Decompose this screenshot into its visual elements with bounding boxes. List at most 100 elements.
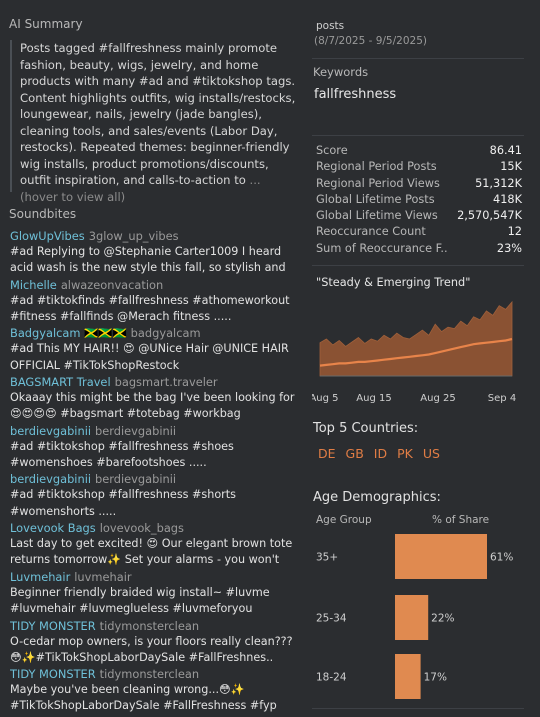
soundbite-text: #ad #tiktokshop #fallfreshness #shoes #w…: [10, 439, 234, 470]
metric-value: 23%: [496, 241, 522, 255]
soundbite-author-name[interactable]: berdievgabinii: [10, 472, 92, 487]
soundbite-author-handle: badgyalcam: [130, 326, 201, 341]
soundbite-text: O-cedar mop owners, is your floors reall…: [10, 634, 293, 664]
soundbite-author-name[interactable]: Michelle: [10, 277, 57, 292]
age-demographics-title: Age Demographics:: [313, 490, 441, 505]
country-code[interactable]: US: [422, 446, 440, 461]
trend-chart[interactable]: Aug 5 Aug 15 Aug 25 Sep 4: [312, 292, 524, 410]
soundbite-item[interactable]: berdievgabinii berdievgabinii #ad #tiktoks…: [10, 471, 302, 520]
metric-label: Regional Period Posts: [316, 160, 437, 174]
soundbites-list: GlowUpVibes 3glow_up_vibes #ad Replying to…: [10, 228, 302, 715]
soundbite-header: Michelle alwazeonvacation: [10, 277, 302, 293]
soundbite-text: Beginner friendly braided wig install~ #…: [10, 585, 270, 616]
age-share-header: % of Share: [432, 514, 490, 526]
posts-date-range: (8/7/2025 - 9/5/2025): [314, 35, 427, 47]
soundbite-author-name[interactable]: GlowUpVibes: [10, 229, 85, 243]
soundbites-title: Soundbites: [9, 207, 77, 221]
soundbite-author-handle: luvmehair: [74, 569, 132, 584]
metric-row: Global Lifetime Views 2,570,547K: [316, 208, 522, 224]
country-code[interactable]: PK: [397, 446, 413, 461]
metric-row: Reoccurance Count 12: [316, 224, 522, 240]
age-share-value: 22%: [431, 613, 454, 625]
metric-value: 86.41: [489, 144, 522, 157]
trend-x-tick-label: Aug 5: [312, 393, 339, 404]
soundbite-item[interactable]: Michelle alwazeonvacation #ad #tiktokfinds…: [10, 277, 302, 326]
ai-summary-more[interactable]: ... (hover to view all): [20, 173, 261, 204]
trend-x-tick-label: Aug 15: [356, 393, 391, 404]
soundbite-author-handle: berdievgabinii: [95, 423, 177, 438]
soundbite-item[interactable]: Badgyalcam 🇯🇲🇯🇲🇯🇲 badgyalcam #ad This MY H…: [10, 325, 302, 374]
soundbite-author-name[interactable]: berdievgabinii: [10, 423, 92, 438]
soundbite-item[interactable]: berdievgabinii berdievgabinii #ad #tiktoks…: [10, 423, 302, 472]
country-code[interactable]: ID: [373, 446, 388, 461]
metric-label: Sum of Reoccurance F..: [316, 241, 448, 255]
right-panel: posts (8/7/2025 - 9/5/2025) Keywords fal…: [312, 0, 540, 717]
soundbite-item[interactable]: Lovevook Bags lovevook_bags Last day to ge…: [10, 520, 302, 569]
soundbite-text: Okaaay this might be the bag I've been l…: [10, 391, 295, 421]
soundbite-header: BAGSMART Travel bagsmart.traveler: [10, 374, 302, 390]
country-code[interactable]: DE: [318, 446, 336, 461]
trend-line: [319, 337, 513, 367]
metric-row: Score 86.41: [316, 143, 522, 159]
trend-area: [319, 300, 513, 377]
age-share-value: 17%: [424, 672, 447, 684]
trend-x-tick-label: Aug 25: [420, 393, 455, 404]
divider: [312, 135, 524, 136]
soundbite-author-name[interactable]: Luvmehair: [10, 569, 71, 584]
ai-summary-box[interactable]: Posts tagged #fallfreshness mainly promo…: [10, 40, 300, 204]
soundbite-text: #ad #tiktokshop #fallfreshness #shorts #…: [10, 488, 236, 518]
soundbite-author-name[interactable]: BAGSMART Travel: [10, 375, 111, 390]
soundbite-author-handle: tidymonsterclean: [99, 618, 200, 633]
soundbite-text: #ad Replying to @Stephanie Carter1009 I …: [10, 245, 286, 275]
soundbite-header: GlowUpVibes 3glow_up_vibes: [10, 228, 302, 244]
metric-label: Global Lifetime Posts: [316, 192, 435, 206]
metric-value: 12: [507, 225, 522, 239]
divider: [312, 708, 524, 709]
soundbite-header: Lovevook Bags lovevook_bags: [10, 520, 302, 536]
soundbite-author-name[interactable]: Badgyalcam 🇯🇲🇯🇲🇯🇲: [10, 326, 127, 341]
countries-title: Top 5 Countries:: [313, 421, 419, 436]
trend-title: "Steady & Emerging Trend": [316, 276, 471, 289]
metric-row: Sum of Reoccurance F.. 23%: [316, 241, 522, 257]
soundbite-item[interactable]: TIDY MONSTER tidymonsterclean Maybe you've…: [10, 666, 302, 715]
soundbite-header: TIDY MONSTER tidymonsterclean: [10, 618, 302, 634]
keyword-value: fallfreshness: [314, 87, 397, 102]
soundbite-author-handle: lovevook_bags: [99, 521, 184, 536]
metrics-table: Score 86.41 Regional Period Posts 15K Region…: [316, 143, 522, 257]
soundbite-item[interactable]: GlowUpVibes 3glow_up_vibes #ad Replying to…: [10, 228, 302, 277]
age-group-label: 35+: [316, 552, 338, 564]
country-code[interactable]: GB: [345, 446, 364, 461]
divider: [312, 58, 524, 59]
metric-label: Global Lifetime Views: [316, 209, 438, 223]
soundbite-author-handle: alwazeonvacation: [60, 277, 164, 292]
soundbite-header: TIDY MONSTER tidymonsterclean: [10, 666, 302, 682]
age-group-label: 18-24: [316, 672, 347, 684]
soundbite-text: #ad This MY HAIR!! 😍 @UNice Hair @UNICE …: [10, 342, 289, 372]
metric-value: 2,570,547K: [457, 209, 522, 223]
metric-value: 51,312K: [475, 176, 522, 190]
age-share-bar[interactable]: [395, 654, 421, 699]
soundbite-author-handle: tidymonsterclean: [99, 667, 200, 682]
trend-x-tick-label: Sep 4: [488, 393, 516, 404]
metric-label: Regional Period Views: [316, 176, 440, 190]
soundbite-item[interactable]: TIDY MONSTER tidymonsterclean O-cedar mop …: [10, 618, 302, 667]
countries-list: DE GB ID PK US: [318, 446, 450, 461]
age-demographics-chart[interactable]: 35+ 61% 25-34 22% 18-24 17%: [312, 528, 524, 708]
soundbite-text: #ad #tiktokfinds #fallfreshness #athomew…: [10, 293, 290, 323]
age-group-header: Age Group: [316, 514, 372, 526]
metric-label: Score: [316, 144, 348, 157]
ai-summary-title: AI Summary: [9, 17, 83, 31]
soundbite-item[interactable]: BAGSMART Travel bagsmart.traveler Okaaay t…: [10, 374, 302, 423]
soundbite-header: Badgyalcam 🇯🇲🇯🇲🇯🇲 badgyalcam: [10, 325, 302, 341]
metric-label: Reoccurance Count: [316, 225, 426, 239]
soundbite-item[interactable]: Luvmehair luvmehair Beginner friendly brai…: [10, 569, 302, 618]
soundbite-author-name[interactable]: TIDY MONSTER: [10, 618, 96, 633]
soundbite-header: Luvmehair luvmehair: [10, 569, 302, 585]
soundbite-author-name[interactable]: TIDY MONSTER: [10, 667, 96, 682]
age-group-label: 25-34: [316, 613, 347, 625]
soundbite-author-name[interactable]: Lovevook Bags: [10, 521, 96, 536]
ai-summary-text: Posts tagged #fallfreshness mainly promo…: [20, 41, 296, 187]
age-share-bar[interactable]: [395, 534, 487, 579]
posts-label: posts: [316, 20, 345, 32]
age-share-bar[interactable]: [395, 595, 429, 640]
